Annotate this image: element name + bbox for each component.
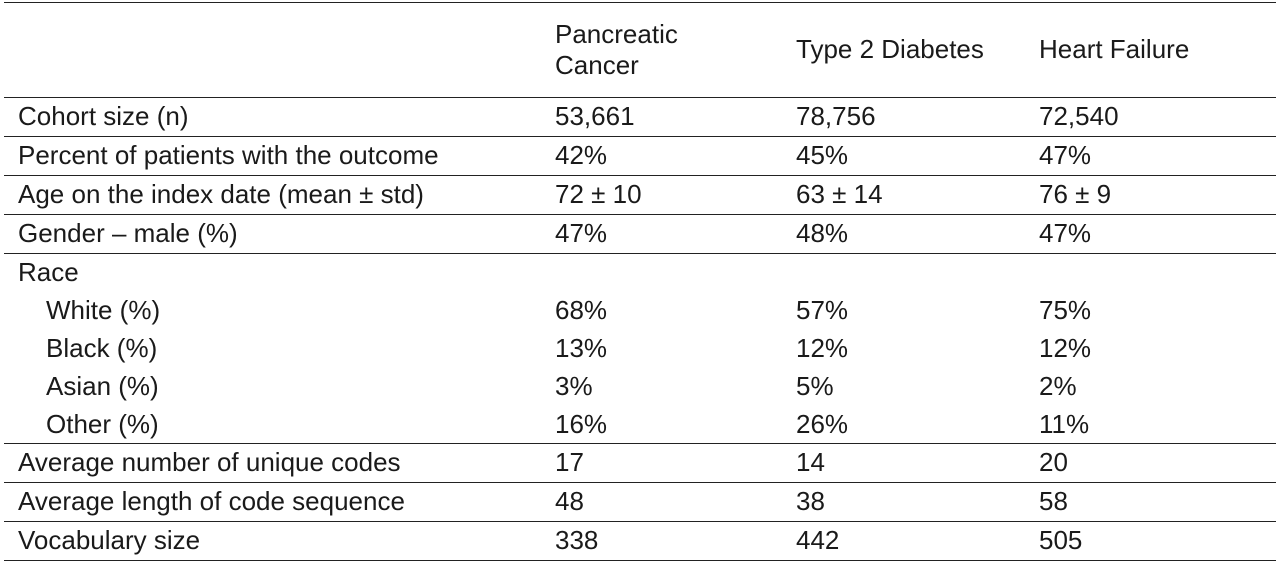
row-label: Average number of unique codes [4,443,541,483]
cell-type-2-diabetes: 442 [782,521,1025,561]
race-subrow: Asian (%) 3% 5% 2% [4,368,1276,406]
race-subrow-label: Asian (%) [46,370,159,401]
table-row: Average length of code sequence 48 38 58 [4,482,1276,522]
table-row: Percent of patients with the outcome 42%… [4,136,1276,176]
row-label: Age on the index date (mean ± std) [4,175,541,215]
row-label: Average length of code sequence [4,482,541,522]
cell-pancreatic-cancer: 3% [555,370,593,401]
cell-type-2-diabetes: 48% [782,214,1025,254]
row-label: Percent of patients with the outcome [4,136,541,176]
header-pancreatic-line1: Pancreatic [555,18,678,49]
cell-type-2-diabetes: 78,756 [782,97,1025,137]
cell-type-2-diabetes: 12% [796,332,849,363]
cell-heart-failure: 505 [1025,521,1276,561]
cohort-characteristics-table-container: Pancreatic Cancer Type 2 Diabetes Heart … [4,2,1276,561]
empty-cell [782,254,1025,292]
cell-heart-failure: 12% [1039,332,1092,363]
race-subrow: Other (%) 16% 26% 11% [4,405,1276,444]
header-heart-failure: Heart Failure [1025,2,1276,98]
cell-heart-failure: 2% [1039,370,1077,401]
cell-pancreatic-cancer: 13% [555,332,608,363]
race-subrow: White (%) 68% 57% 75% [4,292,1276,330]
cell-heart-failure: 72,540 [1025,97,1276,137]
row-label: Cohort size (n) [4,97,541,137]
cell-pancreatic-cancer: 17 [541,443,782,483]
table-body: Cohort size (n) 53,661 78,756 72,540 Per… [4,97,1276,561]
table-row: Vocabulary size 338 442 505 [4,521,1276,561]
cell-type-2-diabetes: 38 [782,482,1025,522]
cell-pancreatic-cancer: 68% [555,294,608,325]
row-label: Gender – male (%) [4,214,541,254]
header-pancreatic-cancer: Pancreatic Cancer [541,2,782,98]
cell-type-2-diabetes: 45% [782,136,1025,176]
empty-cell [541,254,782,292]
header-pancreatic-line2: Cancer [555,50,639,80]
table-row: Age on the index date (mean ± std) 72 ± … [4,175,1276,215]
cell-type-2-diabetes: 57% [796,294,849,325]
cohort-characteristics-table: Pancreatic Cancer Type 2 Diabetes Heart … [4,2,1276,561]
row-label: Vocabulary size [4,521,541,561]
race-group-header-row: Race [4,254,1276,292]
table-row: Cohort size (n) 53,661 78,756 72,540 [4,97,1276,137]
cell-type-2-diabetes: 26% [782,405,1025,444]
cell-heart-failure: 47% [1025,136,1276,176]
cell-heart-failure: 75% [1039,294,1092,325]
cell-pancreatic-cancer: 338 [541,521,782,561]
empty-cell [1025,254,1276,292]
header-type-2-diabetes: Type 2 Diabetes [782,2,1025,98]
header-row: Pancreatic Cancer Type 2 Diabetes Heart … [4,2,1276,98]
cell-type-2-diabetes: 63 ± 14 [782,175,1025,215]
table-row: Average number of unique codes 17 14 20 [4,443,1276,483]
cell-pancreatic-cancer: 42% [541,136,782,176]
race-subrow: Black (%) 13% 12% 12% [4,330,1276,368]
cell-heart-failure: 47% [1025,214,1276,254]
cell-pancreatic-cancer: 48 [541,482,782,522]
cell-type-2-diabetes: 5% [796,370,834,401]
cell-heart-failure: 20 [1025,443,1276,483]
header-empty-cell [4,2,541,98]
cell-heart-failure: 11% [1025,405,1276,444]
race-subrow-label: Black (%) [46,332,158,363]
cell-pancreatic-cancer: 53,661 [541,97,782,137]
cell-pancreatic-cancer: 16% [541,405,782,444]
cell-type-2-diabetes: 14 [782,443,1025,483]
cell-heart-failure: 76 ± 9 [1025,175,1276,215]
cell-pancreatic-cancer: 47% [541,214,782,254]
race-subrow-label: White (%) [46,294,161,325]
table-row: Gender – male (%) 47% 48% 47% [4,214,1276,254]
race-subrow-label: Other (%) [4,405,541,444]
race-group-label: Race [18,257,79,288]
cell-heart-failure: 58 [1025,482,1276,522]
table-header: Pancreatic Cancer Type 2 Diabetes Heart … [4,2,1276,98]
cell-pancreatic-cancer: 72 ± 10 [541,175,782,215]
